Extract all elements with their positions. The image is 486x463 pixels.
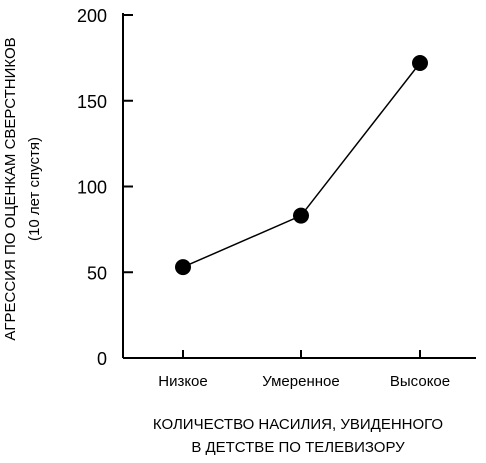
data-point: [293, 207, 309, 224]
x-category-label: Низкое: [158, 373, 208, 390]
x-ticks: Низкое Умеренное Высокое: [158, 350, 450, 390]
y-tick-label: 200: [77, 6, 107, 26]
series-line: [182, 62, 421, 268]
y-tick-label: 0: [97, 349, 107, 369]
data-point: [175, 259, 191, 276]
x-axis-title-line2: В ДЕТСТВЕ ПО ТЕЛЕВИЗОРУ: [191, 439, 405, 456]
y-axis-title-line1: АГРЕССИЯ ПО ОЦЕНКАМ СВЕРСТНИКОВ: [2, 37, 19, 340]
x-category-label: Высокое: [390, 373, 450, 390]
y-axis-title-line2: (10 лет спустя): [26, 137, 43, 241]
y-tick-label: 150: [77, 92, 107, 112]
data-point: [412, 55, 428, 72]
y-tick-label: 100: [77, 178, 107, 198]
x-category-label: Умеренное: [262, 373, 339, 390]
series-group: [175, 55, 428, 276]
x-axis-title-line1: КОЛИЧЕСТВО НАСИЛИЯ, УВИДЕННОГО: [153, 416, 443, 433]
y-ticks: 0 50 100 150 200: [77, 6, 133, 369]
y-tick-label: 50: [87, 263, 107, 283]
